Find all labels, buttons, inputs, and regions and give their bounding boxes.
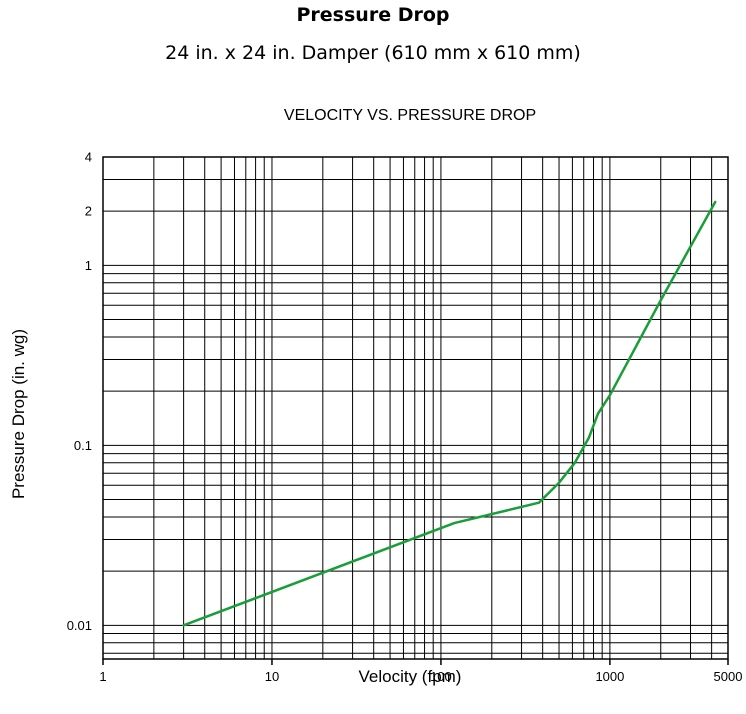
- y-tick-label: 4: [85, 150, 92, 165]
- y-tick-label: 2: [85, 204, 92, 219]
- series-group: [182, 200, 717, 627]
- series-line: [182, 200, 717, 627]
- page-title: Pressure Drop: [296, 4, 450, 26]
- y-tick-labels: 0.01 0.1 1 2 4: [67, 150, 92, 633]
- y-tick-label: 0.1: [74, 438, 92, 453]
- plot-frame: [102, 156, 729, 660]
- x-tick-label: 10: [265, 669, 279, 684]
- grid-lines: [103, 157, 728, 659]
- x-tick-label: 100: [430, 669, 452, 684]
- x-tick-marks: [102, 659, 729, 665]
- x-tick-label: 1000: [595, 669, 624, 684]
- x-axis-label: Velocity (fpm): [359, 667, 462, 686]
- x-tick-label: 1: [99, 669, 106, 684]
- page-subtitle: 24 in. x 24 in. Damper (610 mm x 610 mm): [165, 42, 581, 64]
- y-tick-label: 0.01: [67, 618, 92, 633]
- x-tick-labels: 1 10 100 1000 5000: [99, 669, 742, 684]
- y-axis-label: Pressure Drop (in. wg): [9, 329, 28, 499]
- x-tick-label: 5000: [714, 669, 743, 684]
- chart-title: VELOCITY VS. PRESSURE DROP: [284, 107, 536, 124]
- y-tick-label: 1: [85, 258, 92, 273]
